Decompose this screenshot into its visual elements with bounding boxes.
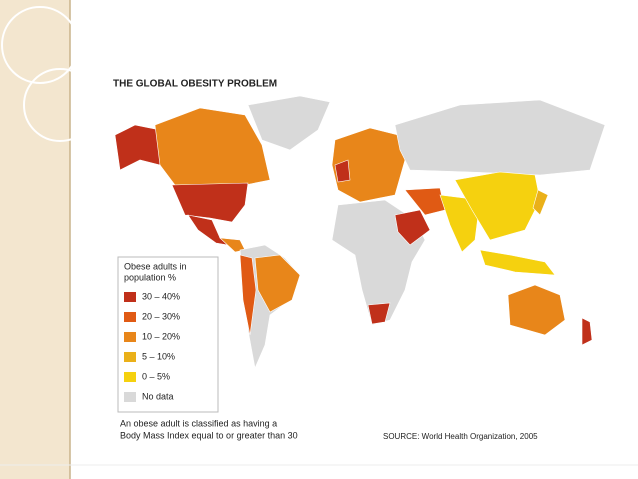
china — [454, 171, 541, 241]
note-line: Body Mass Index equal to or greater than… — [120, 430, 298, 440]
russia — [394, 99, 606, 176]
new-zealand — [581, 317, 593, 346]
legend-title: population % — [124, 272, 176, 282]
legend-label: 10 – 20% — [142, 331, 180, 341]
legend-swatch — [124, 372, 136, 382]
note-line: An obese adult is classified as having a — [120, 418, 277, 428]
se-asia — [479, 249, 556, 276]
legend-title: Obese adults in — [124, 261, 187, 271]
deco-circle — [1, 6, 79, 84]
legend-swatch — [124, 312, 136, 322]
greenland — [247, 95, 331, 151]
andes — [239, 254, 257, 336]
legend-label: 0 – 5% — [142, 371, 170, 381]
uk — [334, 159, 351, 183]
map-title: THE GLOBAL OBESITY PROBLEM — [113, 79, 277, 90]
world-map — [114, 95, 606, 370]
alaska — [114, 124, 161, 171]
saudi-arabia — [394, 209, 431, 246]
europe — [331, 127, 406, 203]
legend-swatch — [124, 292, 136, 302]
japan — [532, 189, 549, 216]
legend-swatch — [124, 332, 136, 342]
australia — [507, 284, 566, 336]
deco-circle — [23, 68, 97, 142]
brazil — [254, 254, 301, 313]
source: SOURCE: World Health Organization, 2005 — [383, 432, 538, 441]
legend-swatch — [124, 392, 136, 402]
canada — [154, 107, 271, 186]
middle-east — [404, 187, 446, 216]
legend-label: No data — [142, 391, 174, 401]
legend-label: 5 – 10% — [142, 351, 175, 361]
usa — [171, 182, 249, 223]
south-africa — [367, 302, 391, 325]
legend-label: 30 – 40% — [142, 291, 180, 301]
side-strip — [0, 0, 70, 479]
legend-swatch — [124, 352, 136, 362]
legend-label: 20 – 30% — [142, 311, 180, 321]
